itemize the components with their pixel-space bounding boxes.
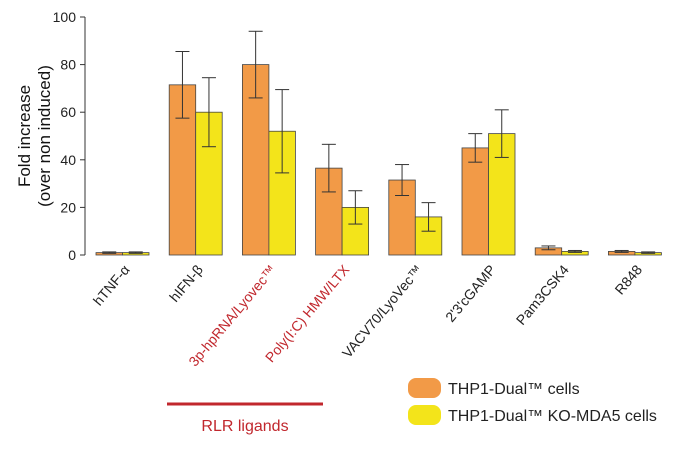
- y-tick-label: 100: [53, 9, 77, 25]
- x-tick-label: R848: [611, 261, 645, 297]
- error-bars: [102, 30, 656, 254]
- x-tick-label: VACV70/LyoVec™: [339, 262, 426, 361]
- legend: THP1-Dual™ cells THP1-Dual™ KO-MDA5 cells: [408, 378, 657, 425]
- y-tick-label: 60: [60, 104, 76, 120]
- y-tick-label: 40: [60, 152, 76, 168]
- legend-swatch: [408, 405, 441, 425]
- y-axis-title: Fold increase: [15, 85, 34, 187]
- x-tick-label: hTNF-α: [90, 262, 133, 309]
- rlr-group-label: RLR ligands: [201, 418, 288, 435]
- x-tick-label: 2'3'cGAMP: [442, 262, 499, 325]
- legend-swatch: [408, 378, 441, 398]
- x-tick-label: Pam3CSK4: [513, 261, 572, 327]
- y-tick-labels: 0 20 40 60 80 100: [53, 9, 77, 263]
- legend-label: THP1-Dual™ KO-MDA5 cells: [448, 408, 657, 425]
- x-tick-label: hIFN-β: [166, 262, 206, 305]
- y-axis: [80, 16, 86, 256]
- y-tick-label: 20: [60, 199, 76, 215]
- y-tick-label: 0: [68, 247, 76, 263]
- legend-label: THP1-Dual™ cells: [448, 381, 580, 398]
- bar-series: [95, 64, 662, 256]
- y-axis-subtitle: (over non induced): [35, 65, 54, 207]
- y-tick-label: 80: [60, 57, 76, 73]
- bar-thp1-dual: [461, 147, 489, 256]
